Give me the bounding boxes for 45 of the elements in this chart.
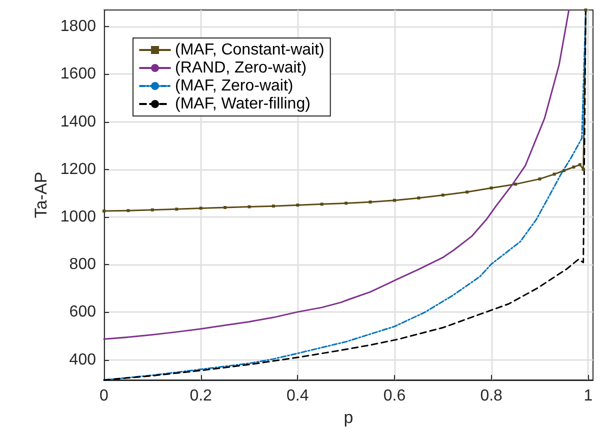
x-tick-label: 0.4	[286, 388, 309, 404]
point	[582, 168, 585, 171]
point	[224, 206, 227, 209]
point	[552, 172, 556, 176]
y-tick-label: 1600	[60, 66, 96, 83]
y-axis-title: Ta-AP	[32, 172, 51, 218]
point	[584, 8, 588, 12]
point	[199, 206, 202, 210]
point	[296, 204, 300, 207]
point	[392, 198, 396, 202]
x-tick-label: 0	[100, 388, 109, 404]
x-tick-label: 0.6	[383, 388, 406, 404]
point	[344, 202, 348, 205]
point	[514, 182, 518, 186]
point	[417, 196, 420, 200]
legend-label: (MAF, Zero-wait)	[175, 78, 294, 94]
x-tick-label: 1	[584, 388, 593, 404]
point	[466, 190, 469, 194]
point	[562, 169, 566, 172]
point	[175, 208, 178, 211]
point	[490, 186, 493, 190]
y-tick-label: 600	[69, 304, 96, 321]
y-tick-label: 1400	[60, 113, 96, 130]
point	[320, 202, 324, 206]
legend-label: (MAF, Constant-wait)	[175, 42, 324, 58]
point	[538, 177, 542, 180]
point	[572, 166, 576, 169]
point	[578, 163, 582, 166]
legend-label: (RAND, Zero-wait)	[175, 60, 307, 76]
legend-label: (MAF, Water-filling)	[175, 96, 310, 112]
y-tick-label: 1200	[60, 160, 96, 178]
point	[102, 210, 106, 213]
y-tick-label: 1800	[60, 18, 96, 36]
x-axis-title: p	[344, 408, 354, 427]
x-tick-label: 0.8	[480, 388, 503, 404]
x-tick-label: 0.2	[190, 388, 212, 404]
point	[441, 194, 444, 197]
point	[248, 205, 251, 208]
point	[126, 209, 130, 212]
y-tick-label: 1000	[60, 208, 96, 226]
y-tick-label: 400	[69, 351, 96, 368]
point	[150, 208, 154, 212]
y-tick-label: 800	[69, 256, 96, 274]
point	[272, 204, 275, 208]
point	[368, 200, 372, 204]
